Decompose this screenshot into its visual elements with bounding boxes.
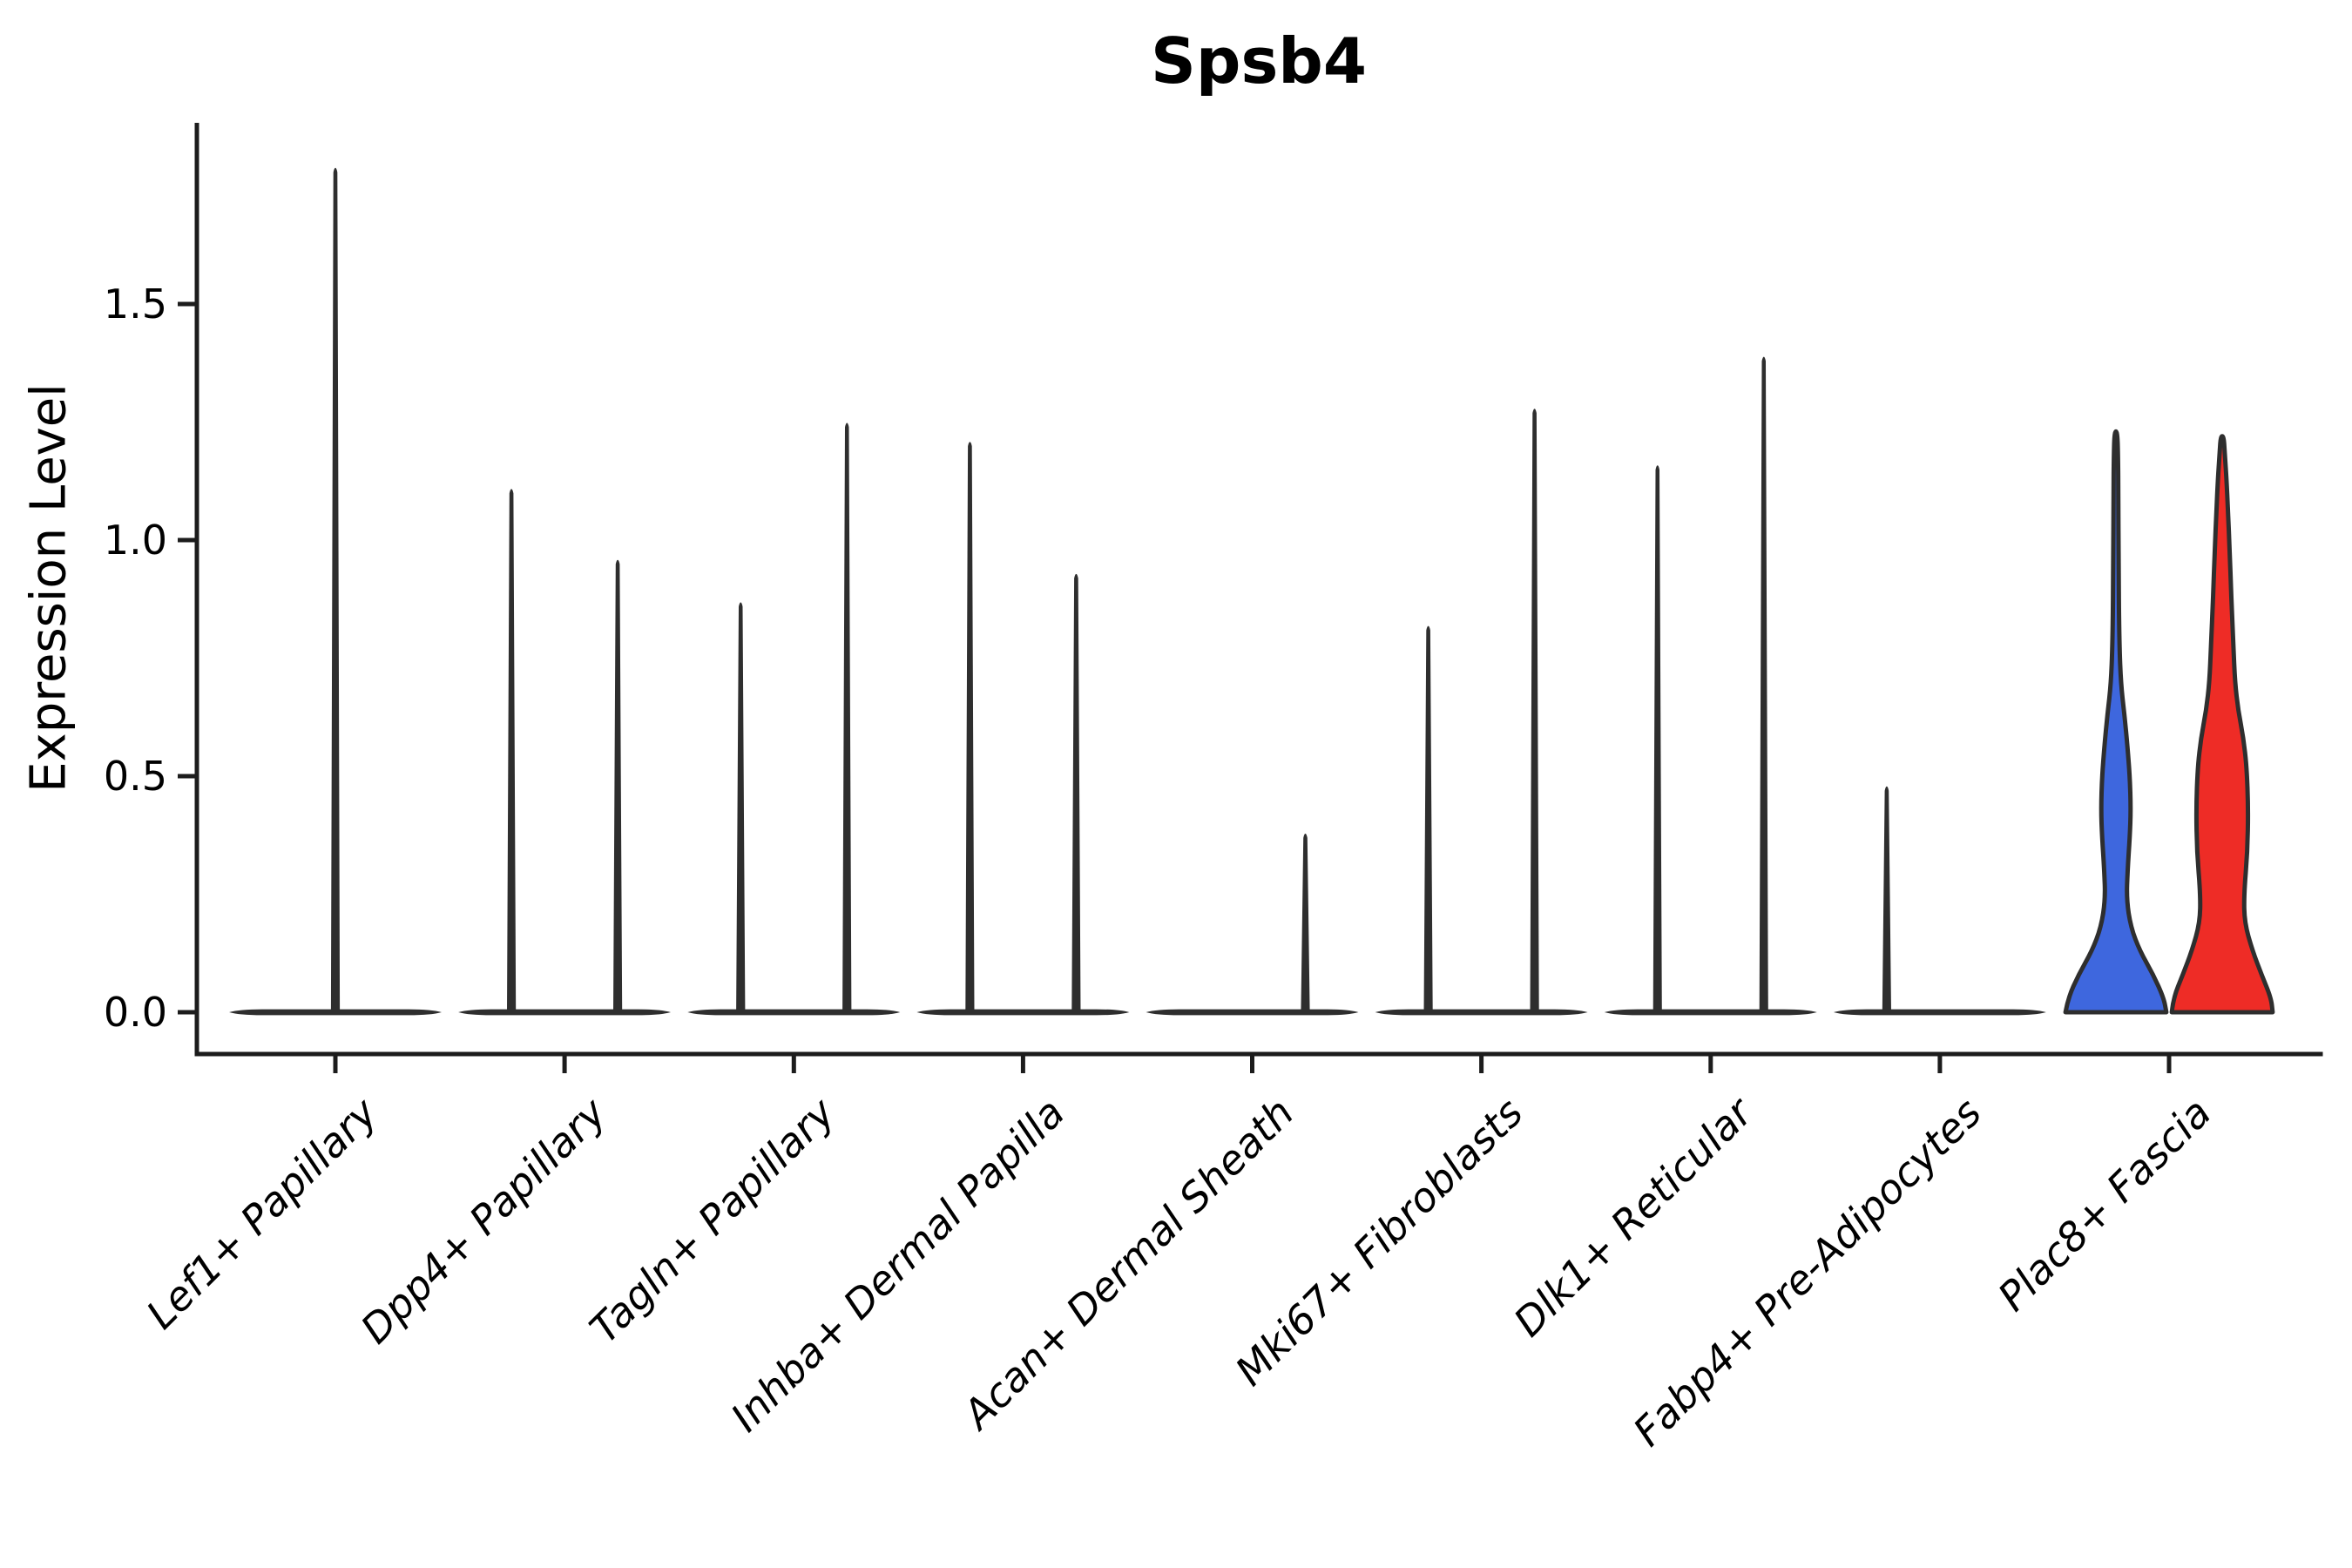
category-violins: [687, 422, 901, 1016]
collapsed-violin-spike: [1759, 356, 1768, 1013]
y-tick-mark: [178, 1010, 197, 1015]
collapsed-violin-spike: [736, 602, 746, 1013]
y-tick-label-1-5: 1.5: [103, 280, 167, 328]
y-tick-mark: [178, 301, 197, 307]
collapsed-violin-spike: [507, 489, 517, 1013]
collapsed-violin-spike: [1882, 786, 1891, 1013]
collapsed-violin-spike: [1071, 573, 1081, 1013]
x-axis-spine: [194, 1051, 2323, 1057]
y-tick-label-0-5: 0.5: [103, 753, 167, 800]
violin-blue: [2063, 429, 2169, 1015]
x-tick-mark: [1250, 1054, 1254, 1073]
category-violins: [1146, 834, 1359, 1016]
collapsed-violin-spike: [1530, 409, 1539, 1013]
flat-violin-baseline: [1604, 1009, 1817, 1016]
flat-violin-baseline: [458, 1009, 672, 1016]
y-tick-label-0-0: 0.0: [103, 989, 167, 1036]
y-tick-mark: [178, 774, 197, 779]
x-tick-mark: [333, 1054, 338, 1073]
category-violins: [1604, 356, 1817, 1016]
axes: [178, 123, 2323, 1073]
collapsed-violin-spike: [965, 442, 975, 1013]
category-violins: [229, 167, 442, 1016]
y-axis-spine: [194, 123, 199, 1057]
flat-violin-baseline: [916, 1009, 1130, 1016]
collapsed-violin-spike: [1652, 465, 1662, 1013]
collapsed-violin-spike: [1423, 625, 1433, 1013]
category-violins: [2063, 429, 2275, 1015]
collapsed-violin-spike: [842, 422, 852, 1013]
flat-violin-baseline: [1833, 1009, 2046, 1016]
x-tick-mark: [562, 1054, 567, 1073]
chart-title: Spsb4: [1151, 24, 1367, 98]
y-axis-label: Expression Level: [20, 383, 78, 793]
y-tick-label-1-0: 1.0: [103, 517, 167, 564]
violin-red: [2169, 434, 2275, 1015]
category-violins: [916, 442, 1130, 1016]
category-violins: [1833, 786, 2046, 1016]
collapsed-violin-spike: [1301, 834, 1310, 1013]
flat-violin-baseline: [687, 1009, 901, 1016]
flat-violin-baseline: [1375, 1009, 1588, 1016]
flat-violin-baseline: [1146, 1009, 1359, 1016]
x-tick-mark: [2166, 1054, 2172, 1073]
x-tick-mark: [1479, 1054, 1484, 1073]
y-tick-mark: [178, 537, 197, 543]
collapsed-violin-spike: [330, 167, 341, 1013]
collapsed-violin-spike: [613, 559, 623, 1013]
category-violins: [458, 489, 672, 1016]
category-violins: [1375, 409, 1588, 1016]
x-tick-mark: [1708, 1054, 1713, 1073]
x-tick-mark: [1937, 1054, 1943, 1073]
x-tick-mark: [1020, 1054, 1025, 1073]
x-tick-mark: [791, 1054, 796, 1073]
